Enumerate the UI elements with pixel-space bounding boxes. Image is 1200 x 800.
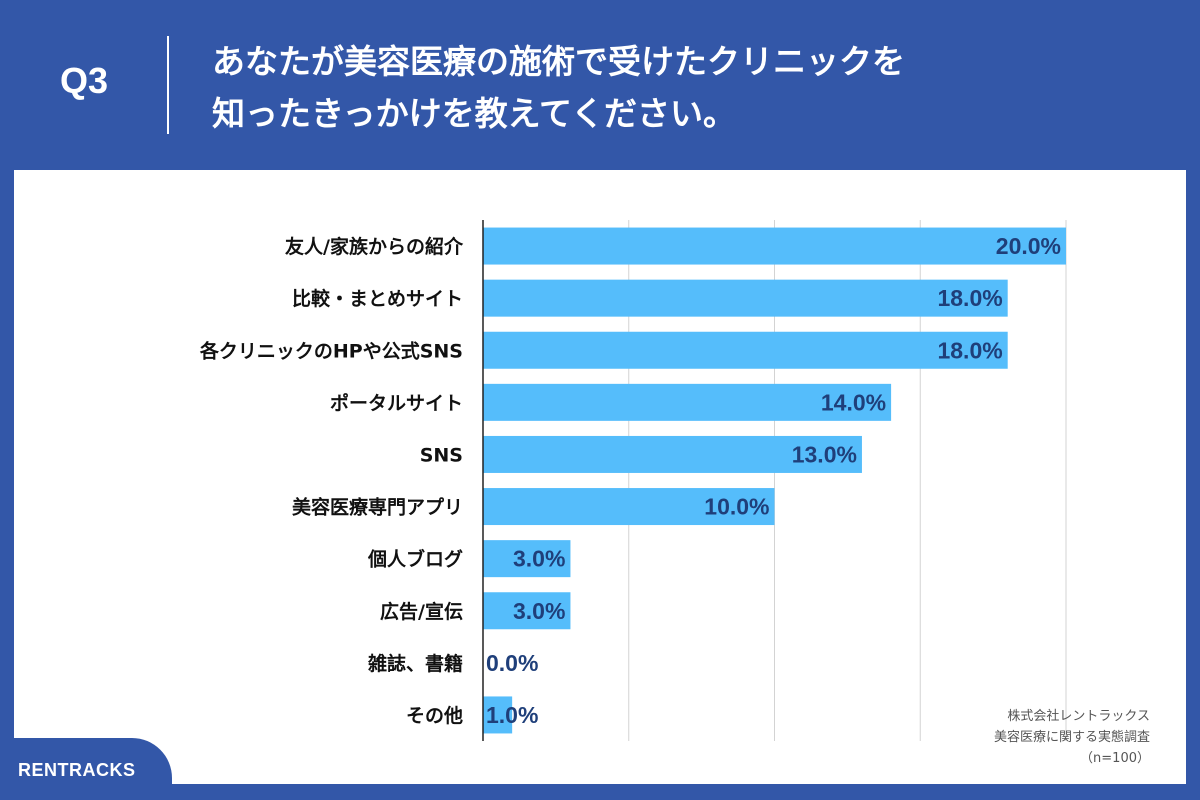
bar (483, 331, 1008, 369)
bar (483, 435, 862, 473)
title-line-1: あなたが美容医療の施術で受けたクリニックを (212, 42, 905, 81)
question-number: Q3 (60, 60, 109, 101)
category-label: 友人/家族からの紹介 (285, 235, 464, 258)
bar (483, 488, 775, 526)
survey-credit: 株式会社レントラックス 美容医療に関する実態調査 （n=100） (994, 706, 1150, 769)
bar (483, 540, 571, 578)
value-label: 20.0% (996, 233, 1061, 259)
value-label: 14.0% (821, 389, 886, 415)
category-label: 広告/宣伝 (380, 600, 463, 623)
value-label: 0.0% (486, 650, 538, 676)
credit-company: 株式会社レントラックス (1007, 709, 1150, 724)
title-line-2: 知ったきっかけを教えてください。 (212, 94, 737, 133)
value-label: 1.0% (486, 702, 538, 728)
brand-tab: RENTRACKS (0, 738, 172, 800)
category-label: 個人ブログ (367, 548, 463, 571)
category-label: SNS (420, 444, 463, 466)
bar (483, 383, 892, 421)
bar (483, 279, 1008, 317)
category-label: その他 (406, 704, 463, 727)
page-title: あなたが美容医療の施術で受けたクリニックを 知ったきっかけを教えてください。 (212, 36, 1112, 140)
bar (483, 227, 1066, 265)
credit-survey: 美容医療に関する実態調査 (993, 730, 1150, 745)
value-label: 18.0% (937, 285, 1002, 311)
value-label: 13.0% (792, 441, 857, 467)
credit-sample-size: （n=100） (1080, 751, 1150, 766)
bar-chart: 友人/家族からの紹介 20.0% 比較・まとめサイト 18.0% 各クリニックのHPや公… (199, 220, 1067, 741)
category-label: 雑誌、書籍 (367, 652, 463, 675)
category-label: 美容医療専門アプリ (292, 496, 463, 519)
chart-panel: 友人/家族からの紹介 20.0% 比較・まとめサイト 18.0% 各クリニックのHPや公… (14, 170, 1186, 784)
brand-logo-text: RENTRACKS (18, 760, 136, 780)
category-label: 比較・まとめサイト (292, 287, 463, 310)
header-divider (167, 36, 169, 134)
category-label: 各クリニックのHPや公式SNS (199, 339, 463, 362)
value-label: 10.0% (704, 494, 769, 520)
bar (483, 696, 513, 734)
value-label: 18.0% (937, 337, 1002, 363)
value-label: 3.0% (513, 546, 565, 572)
category-label: ポータルサイト (330, 391, 463, 414)
bar (483, 592, 571, 630)
value-label: 3.0% (513, 598, 565, 624)
